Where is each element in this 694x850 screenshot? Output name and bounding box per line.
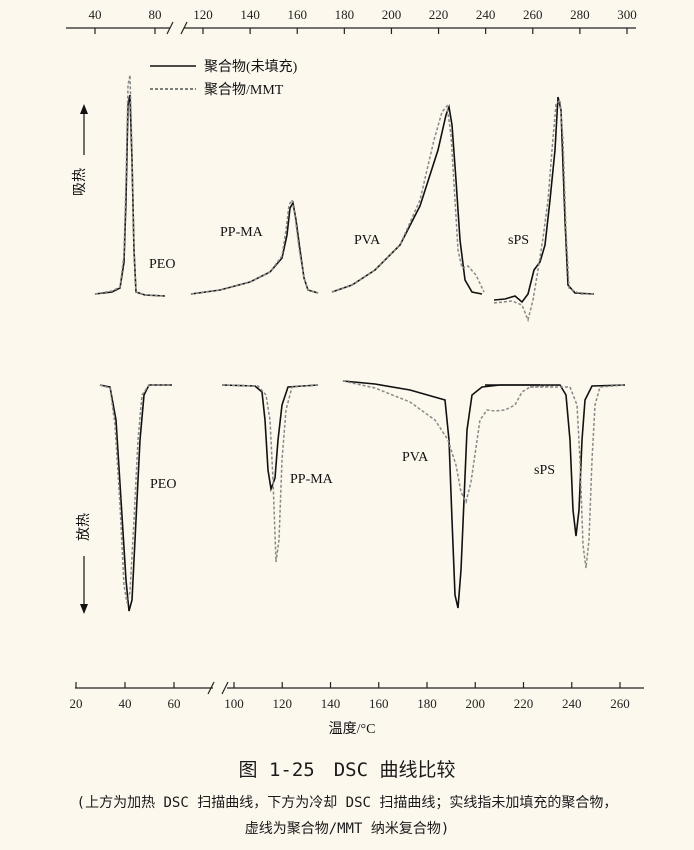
bottom-axis-tick-label: 260	[610, 696, 630, 711]
ppma-cooling-solid	[221, 384, 319, 493]
top-axis-tick-label: 80	[149, 7, 162, 22]
x-axis-label: 温度/°C	[329, 721, 376, 737]
pva-cooling-solid	[342, 380, 540, 609]
ppma-heating-label: PP-MA	[220, 225, 264, 240]
sps-heating-solid	[493, 96, 595, 304]
y-label-top: 吸热	[72, 168, 88, 196]
peo-heating-label: PEO	[149, 257, 175, 272]
ppma-cooling-label: PP-MA	[290, 472, 334, 487]
bottom-axis-tick-label: 100	[224, 696, 244, 711]
top-axis-tick-label: 240	[476, 7, 496, 22]
bottom-axis-tick-label: 40	[119, 696, 132, 711]
top-axis-tick-label: 300	[617, 7, 637, 22]
legend: 聚合物(未填充) 聚合物/MMT	[150, 59, 298, 98]
peo-heating-dashed	[94, 74, 166, 297]
endothermic-indicator: 吸热	[72, 104, 88, 196]
bottom-axis-tick-label: 240	[562, 696, 582, 711]
sps-cooling-solid	[485, 384, 626, 537]
bottom-axis-tick-label: 160	[369, 696, 389, 711]
legend-solid-label: 聚合物(未填充)	[204, 59, 298, 75]
top-axis-tick-label: 280	[570, 7, 590, 22]
sps-cooling-dashed	[530, 384, 626, 569]
ppma-cooling-dashed	[221, 384, 319, 563]
pva-heating-solid	[331, 103, 483, 295]
figure-caption-line1: (上方为加热 DSC 扫描曲线，下方为冷却 DSC 扫描曲线；实线指未加填充的聚…	[76, 795, 618, 811]
bottom-axis-break	[207, 681, 229, 695]
bottom-axis-tick-label: 220	[514, 696, 534, 711]
pva-heating-dashed	[331, 104, 485, 293]
top-axis-tick-label: 180	[335, 7, 355, 22]
pva-cooling-dashed	[342, 380, 561, 505]
sps-heating-label: sPS	[508, 233, 529, 248]
heating-panel: PEO PP-MA PVA sPS	[94, 74, 595, 323]
top-axis-tick-label: 140	[240, 7, 260, 22]
pva-cooling-label: PVA	[402, 450, 429, 465]
peo-cooling-label: PEO	[150, 477, 176, 492]
top-axis-tick-label: 260	[523, 7, 543, 22]
figure-caption-line2: 虚线为聚合物/MMT 纳米复合物)	[244, 821, 450, 837]
peo-cooling-dashed	[99, 384, 172, 604]
bottom-axis-tick-label: 120	[273, 696, 293, 711]
exothermic-indicator: 放热	[76, 513, 92, 614]
bottom-axis-tick-label: 20	[70, 696, 83, 711]
cooling-panel: PEO PP-MA PVA sPS	[99, 380, 626, 612]
sps-heating-dashed	[493, 98, 594, 323]
figure-caption-title: 图 1-25 DSC 曲线比较	[238, 759, 456, 781]
top-axis-tick-label: 200	[382, 7, 402, 22]
arrow-down-icon	[80, 604, 88, 614]
peo-cooling-solid	[99, 384, 172, 612]
arrow-up-icon	[80, 104, 88, 114]
top-axis-tick-label: 40	[89, 7, 102, 22]
bottom-axis-tick-label: 140	[321, 696, 341, 711]
top-axis-tick-label: 220	[429, 7, 449, 22]
top-axis-tick-label: 160	[287, 7, 307, 22]
top-axis-tick-label: 120	[193, 7, 213, 22]
bottom-axis-tick-label: 200	[466, 696, 486, 711]
pva-heating-label: PVA	[354, 233, 381, 248]
y-label-bottom: 放热	[76, 513, 92, 541]
ppma-heating-dashed	[190, 197, 319, 295]
top-axis-break	[166, 21, 188, 35]
bottom-axis-tick-label: 180	[417, 696, 437, 711]
dsc-figure: 40 80 120 140 160 180 200 220 240 260 280 300 20 40 6…	[66, 7, 644, 737]
legend-dashed-label: 聚合物/MMT	[204, 82, 284, 98]
sps-cooling-label: sPS	[534, 463, 555, 478]
bottom-axis-tick-label: 60	[168, 696, 181, 711]
